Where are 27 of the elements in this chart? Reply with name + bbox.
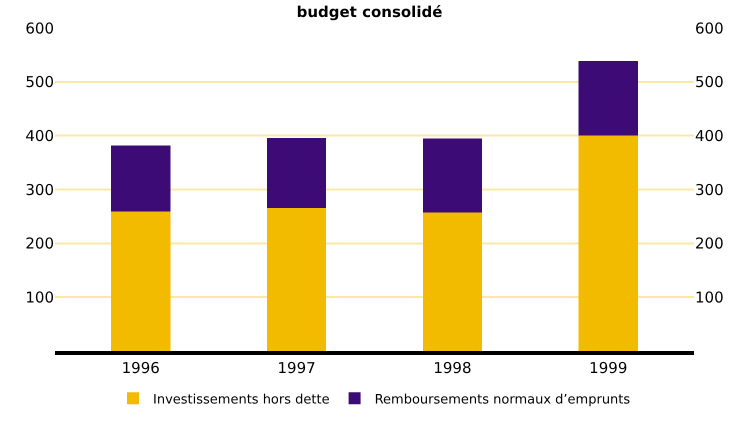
y-tick-label: 100 <box>25 288 54 306</box>
y2-tick-label: 300 <box>695 180 724 199</box>
y2-tick-label: 400 <box>695 126 724 145</box>
legend-label: Investissements hors dette <box>153 392 330 408</box>
chart-title: budget consolidé <box>296 2 442 21</box>
bar <box>422 138 482 213</box>
x-tick-label: 1998 <box>433 359 472 377</box>
bar <box>111 145 170 212</box>
y2-tick-label: 200 <box>695 234 724 253</box>
bar <box>111 212 170 351</box>
x-tick-label: 1997 <box>277 359 316 377</box>
x-tick-label: 1996 <box>122 359 160 377</box>
y2-tick-label: 100 <box>695 288 724 306</box>
legend-label: Remboursements normaux d’emprunts <box>374 392 630 408</box>
bar <box>422 212 482 351</box>
y-tick-label: 500 <box>25 73 54 92</box>
y-tick-label: 200 <box>25 234 54 253</box>
y-tick-label: 300 <box>25 180 54 199</box>
bar <box>266 138 326 208</box>
bar <box>266 208 326 351</box>
bar <box>578 136 638 351</box>
y-tick-label: 600 <box>25 19 54 38</box>
y2-tick-label: 600 <box>695 19 724 38</box>
x-tick-label: 1999 <box>589 359 628 377</box>
y2-tick-label: 500 <box>695 73 724 92</box>
bar <box>578 60 638 136</box>
y-tick-label: 400 <box>25 126 54 145</box>
